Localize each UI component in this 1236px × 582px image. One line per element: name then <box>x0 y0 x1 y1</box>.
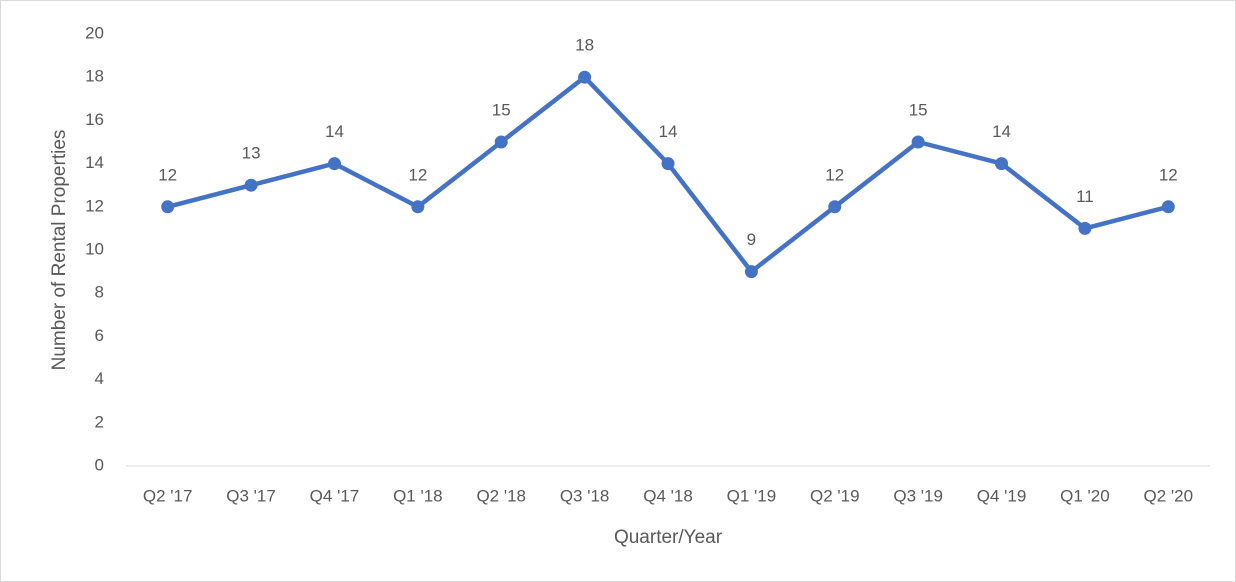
y-tick-label: 6 <box>95 326 104 345</box>
marker <box>411 200 425 214</box>
marker <box>744 265 758 279</box>
marker <box>161 200 175 214</box>
data-label: 11 <box>1076 187 1094 206</box>
data-label: 12 <box>825 165 844 184</box>
data-label: 14 <box>325 122 344 141</box>
data-label: 15 <box>492 100 511 119</box>
marker <box>1078 221 1092 235</box>
marker <box>494 135 508 149</box>
y-tick-label: 16 <box>85 110 104 129</box>
data-label: 9 <box>747 230 756 249</box>
marker <box>661 157 675 171</box>
y-tick-label: 0 <box>95 455 104 474</box>
x-tick-label: Q1 '19 <box>727 486 777 505</box>
data-label: 14 <box>992 122 1011 141</box>
x-axis-title: Quarter/Year <box>614 527 723 548</box>
data-label: 15 <box>909 100 928 119</box>
x-tick-label: Q4 '19 <box>977 486 1027 505</box>
x-tick-label: Q3 '17 <box>226 486 276 505</box>
x-tick-label: Q3 '19 <box>893 486 943 505</box>
marker <box>244 178 258 192</box>
x-tick-label: Q2 '20 <box>1144 486 1194 505</box>
marker <box>1161 200 1175 214</box>
x-tick-label: Q3 '18 <box>560 486 610 505</box>
data-label: 18 <box>575 36 594 55</box>
y-tick-label: 10 <box>85 239 104 258</box>
y-tick-label: 14 <box>85 153 104 172</box>
y-tick-label: 4 <box>95 369 104 388</box>
y-tick-label: 12 <box>85 196 104 215</box>
y-tick-label: 8 <box>95 283 104 302</box>
marker <box>578 70 592 84</box>
y-tick-label: 20 <box>85 23 104 42</box>
x-tick-label: Q4 '18 <box>643 486 693 505</box>
x-tick-label: Q1 '20 <box>1060 486 1110 505</box>
marker <box>911 135 925 149</box>
x-tick-label: Q4 '17 <box>310 486 360 505</box>
y-axis-title: Number of Rental Properties <box>49 130 70 371</box>
data-label: 13 <box>242 144 261 163</box>
x-tick-label: Q1 '18 <box>393 486 443 505</box>
data-label: 14 <box>659 122 678 141</box>
data-label: 12 <box>1159 165 1178 184</box>
marker <box>995 157 1009 171</box>
marker <box>828 200 842 214</box>
y-tick-label: 2 <box>95 412 104 431</box>
marker <box>327 157 341 171</box>
x-tick-label: Q2 '17 <box>143 486 193 505</box>
x-tick-label: Q2 '19 <box>810 486 860 505</box>
data-label: 12 <box>408 165 427 184</box>
y-tick-label: 18 <box>85 67 104 86</box>
x-tick-label: Q2 '18 <box>476 486 526 505</box>
data-label: 12 <box>158 165 177 184</box>
